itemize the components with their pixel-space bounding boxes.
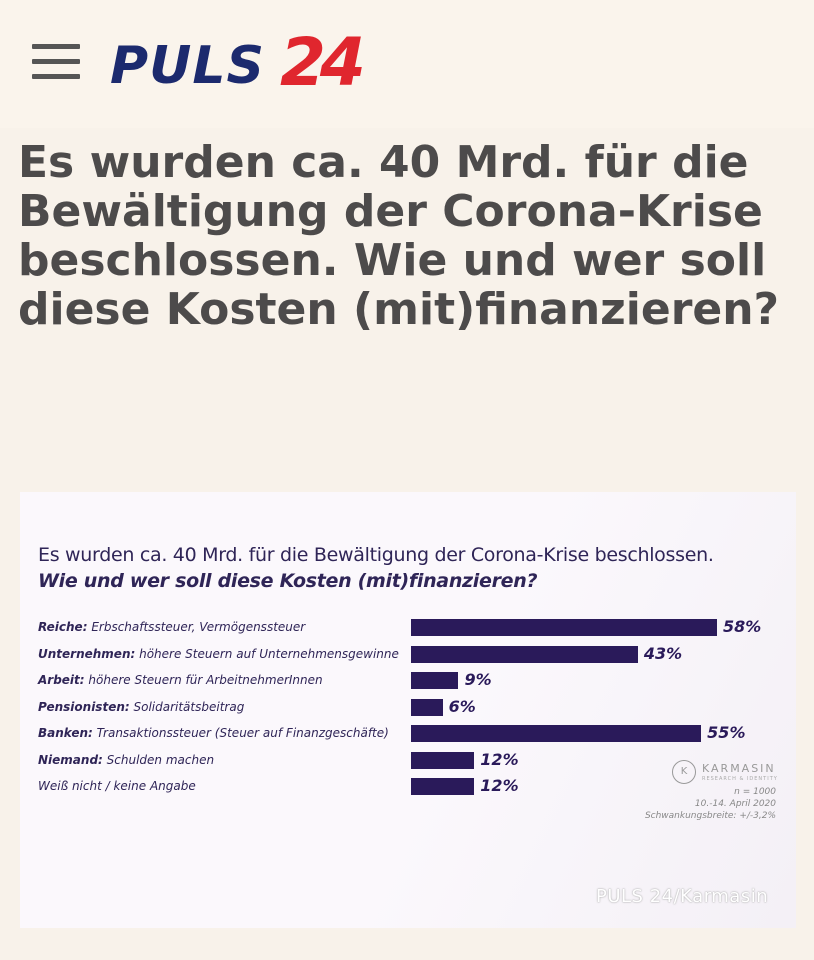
- category-label: Weiß nicht / keine Angabe: [38, 779, 196, 793]
- category-label-detail: Erbschaftssteuer, Vermögenssteuer: [87, 620, 306, 634]
- category-label: Niemand: Schulden machen: [38, 753, 214, 767]
- bar-value-label: 12%: [480, 776, 519, 795]
- karmasin-brand: KARMASIN: [702, 762, 776, 775]
- category-label-detail: höhere Steuern auf Unternehmensgewinne: [135, 646, 399, 661]
- sample-size: n = 1000: [734, 787, 776, 797]
- chart-card: [20, 492, 796, 928]
- bar: [411, 698, 443, 716]
- bar: [411, 645, 638, 663]
- category-label: Reiche: Erbschaftssteuer, Vermögenssteue…: [38, 620, 305, 634]
- karmasin-k-icon: K: [672, 760, 696, 784]
- logo-puls-text: PULS: [110, 36, 265, 96]
- image-watermark: PULS 24/Karmasin: [596, 886, 769, 907]
- category-label-bold: Reiche:: [38, 620, 88, 634]
- bar-value-label: 43%: [643, 643, 683, 663]
- category-label-detail: Weiß nicht / keine Angabe: [38, 779, 196, 793]
- category-label-bold: Pensionisten:: [38, 699, 130, 714]
- category-label-detail: Transaktionssteuer (Steuer auf Finanzges…: [92, 726, 389, 740]
- article-headline: Es wurden ca. 40 Mrd. für die Bewältigun…: [18, 137, 780, 335]
- category-label: Arbeit: höhere Steuern für ArbeitnehmerI…: [38, 673, 323, 687]
- bar: [411, 725, 702, 742]
- bar: [411, 672, 459, 689]
- site-header: PULS 24: [0, 0, 814, 128]
- category-label-bold: Banken:: [38, 726, 93, 740]
- bar-value-label: 58%: [723, 617, 762, 636]
- logo-24-text: 24: [280, 24, 366, 101]
- category-label-bold: Unternehmen:: [38, 646, 136, 661]
- bar-value-label: 12%: [480, 749, 519, 769]
- bar-value-label: 55%: [707, 723, 746, 742]
- bar: [411, 778, 475, 795]
- survey-date: 10.-14. April 2020: [694, 799, 776, 809]
- category-label: Unternehmen: höhere Steuern auf Unterneh…: [38, 647, 399, 661]
- karmasin-brand-sub: RESEARCH & IDENTITY: [702, 776, 778, 782]
- bar: [411, 751, 475, 769]
- hamburger-menu-icon[interactable]: [32, 44, 80, 80]
- category-label-detail: Schulden machen: [102, 752, 215, 767]
- margin-of-error: Schwankungsbreite: +/-3,2%: [644, 811, 776, 821]
- chart-subtitle: Wie und wer soll diese Kosten (mit)finan…: [38, 570, 538, 592]
- category-label-bold: Arbeit:: [38, 673, 85, 687]
- category-label-detail: höhere Steuern für ArbeitnehmerInnen: [84, 673, 323, 687]
- category-label-bold: Niemand:: [38, 752, 103, 767]
- category-label-detail: Solidaritätsbeitrag: [129, 699, 245, 714]
- chart-title: Es wurden ca. 40 Mrd. für die Bewältigun…: [38, 544, 714, 566]
- category-label: Pensionisten: Solidaritätsbeitrag: [38, 700, 244, 714]
- bar: [411, 619, 717, 636]
- bar-value-label: 6%: [448, 696, 476, 716]
- category-label: Banken: Transaktionssteuer (Steuer auf F…: [38, 726, 389, 740]
- bar-value-label: 9%: [464, 670, 492, 689]
